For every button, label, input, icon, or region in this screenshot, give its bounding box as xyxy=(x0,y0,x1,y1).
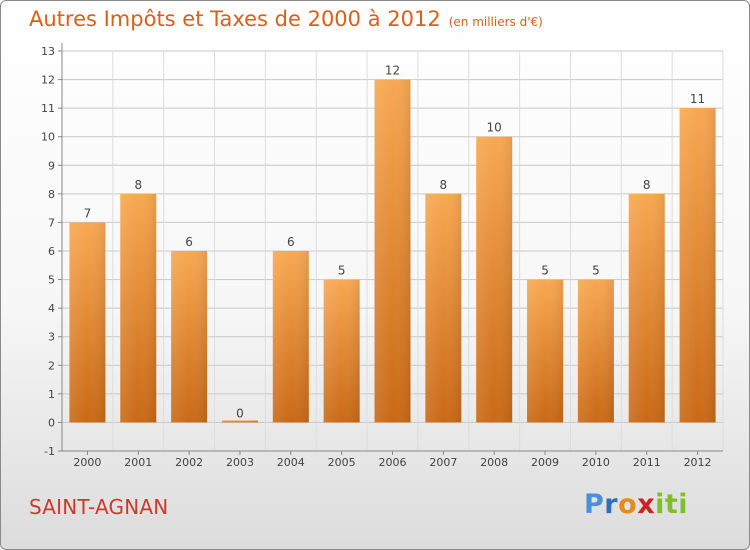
x-tick-label: 2001 xyxy=(124,456,152,469)
x-tick-label: 2000 xyxy=(73,456,101,469)
y-tick-label: -1 xyxy=(44,445,55,458)
bar-shading xyxy=(221,420,258,423)
y-tick-label: 3 xyxy=(48,331,55,344)
bar-shading xyxy=(272,251,309,423)
logo-letter: x xyxy=(637,489,656,520)
data-label: 6 xyxy=(185,235,193,249)
bar-shading xyxy=(476,136,513,423)
logo-letter: P xyxy=(584,489,605,520)
bars xyxy=(69,79,716,423)
x-tick-label: 2003 xyxy=(226,456,254,469)
bar-shading xyxy=(425,193,462,423)
bar-shading xyxy=(628,193,665,423)
y-tick-label: 0 xyxy=(48,416,55,429)
bar-shading xyxy=(679,108,716,423)
logo-letter: t xyxy=(664,489,679,520)
x-tick-label: 2010 xyxy=(582,456,610,469)
y-tick-label: 7 xyxy=(48,216,55,229)
data-label: 8 xyxy=(134,178,142,192)
y-tick-label: 4 xyxy=(48,302,55,315)
proxiti-logo[interactable]: Proxiti xyxy=(584,489,688,520)
data-label: 10 xyxy=(487,121,502,135)
x-tick-label: 2011 xyxy=(633,456,661,469)
city-name: SAINT-AGNAN xyxy=(29,495,169,519)
y-tick-label: 11 xyxy=(41,102,55,115)
y-tick-label: 9 xyxy=(48,159,55,172)
data-label: 8 xyxy=(643,178,651,192)
bar-shading xyxy=(577,279,614,423)
x-tick-label: 2006 xyxy=(379,456,407,469)
x-tick-label: 2008 xyxy=(480,456,508,469)
bar-shading xyxy=(374,79,411,423)
data-label: 5 xyxy=(338,264,346,278)
y-tick-label: 12 xyxy=(41,74,55,87)
logo-letter: i xyxy=(655,489,665,520)
x-tick-label: 2002 xyxy=(175,456,203,469)
y-tick-label: 6 xyxy=(48,245,55,258)
unit-note: (en milliers d'€) xyxy=(448,15,543,29)
logo-letter: i xyxy=(678,489,689,520)
bar-shading xyxy=(120,193,157,423)
data-label: 11 xyxy=(690,92,705,106)
data-label: 12 xyxy=(385,64,400,78)
y-tick-label: 2 xyxy=(48,359,55,372)
logo-letter: o xyxy=(618,489,638,520)
data-label: 5 xyxy=(592,264,600,278)
x-tick-label: 2007 xyxy=(429,456,457,469)
bar-shading xyxy=(527,279,564,423)
x-tick-label: 2004 xyxy=(277,456,305,469)
logo-letter: r xyxy=(604,489,619,520)
data-label: 5 xyxy=(541,264,549,278)
data-label: 7 xyxy=(84,206,92,220)
data-label: 0 xyxy=(236,406,244,420)
y-tick-label: 13 xyxy=(41,45,55,58)
x-tick-label: 2012 xyxy=(684,456,712,469)
y-tick-label: 8 xyxy=(48,188,55,201)
data-label: 6 xyxy=(287,235,295,249)
bar-shading xyxy=(323,279,360,423)
data-labels: 7 8 6 0 6 5 12 8 10 5 5 8 11 xyxy=(84,64,706,421)
title-text: Autres Impôts et Taxes de 2000 à 2012 xyxy=(29,7,441,31)
data-label: 8 xyxy=(440,178,448,192)
y-tick-label: 10 xyxy=(41,131,55,144)
bar-shading xyxy=(171,251,208,423)
x-tick-label: 2005 xyxy=(328,456,356,469)
x-tick-label: 2009 xyxy=(531,456,559,469)
y-tick-label: 1 xyxy=(48,388,55,401)
axes xyxy=(58,43,723,455)
chart-title: Autres Impôts et Taxes de 2000 à 2012 (en… xyxy=(29,7,543,31)
y-tick-label: 5 xyxy=(48,274,55,287)
bar-shading xyxy=(69,222,106,423)
